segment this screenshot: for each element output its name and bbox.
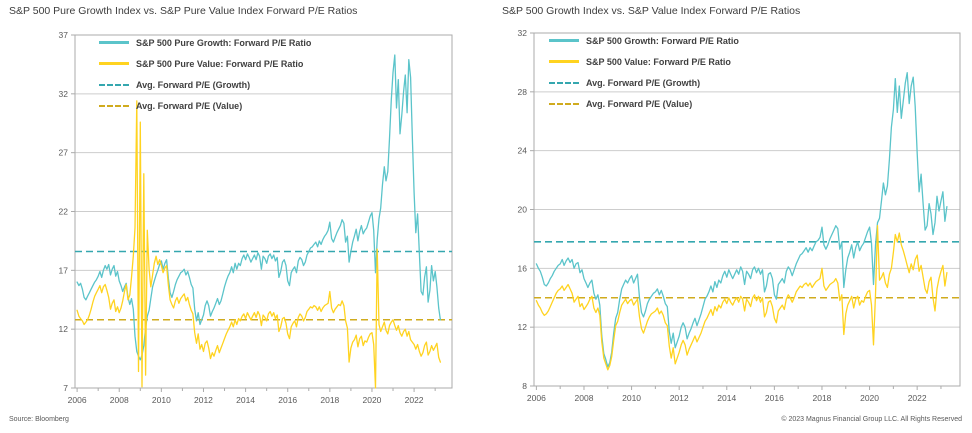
source-note: Source: Bloomberg bbox=[9, 416, 69, 423]
legend-label-pure-value: S&P 500 Pure Value: Forward P/E Ratio bbox=[136, 58, 304, 69]
legend-label-avg-growth: Avg. Forward P/E (Growth) bbox=[136, 79, 251, 90]
x-tick-label: 2012 bbox=[194, 395, 213, 405]
legend-label-growth: S&P 500 Growth: Forward P/E Ratio bbox=[586, 35, 739, 46]
x-tick-label: 2006 bbox=[527, 393, 546, 403]
legend-label-avg-value: Avg. Forward P/E (Value) bbox=[136, 100, 243, 111]
right-chart-plot: 8 12 16 20 24 28 32 2006 2008 2010 2012 2014 2016 201… bbox=[518, 28, 961, 403]
x-tick-label: 2022 bbox=[908, 393, 927, 403]
x-tick-label: 2016 bbox=[278, 395, 297, 405]
x-tick-label: 2022 bbox=[405, 395, 424, 405]
left-chart-plot: 7 12 17 22 27 32 37 2006 2008 2010 2012 2014 2016 201… bbox=[59, 30, 453, 405]
legend-item-pure-value: S&P 500 Pure Value: Forward P/E Ratio bbox=[99, 53, 311, 74]
value-line-sample bbox=[549, 60, 579, 63]
x-tick-label: 2020 bbox=[363, 395, 382, 405]
pure-growth-line-sample bbox=[99, 41, 129, 44]
y-tick-label: 20 bbox=[518, 205, 528, 215]
legend-item-pure-growth: S&P 500 Pure Growth: Forward P/E Ratio bbox=[99, 32, 311, 53]
growth-line-sample bbox=[549, 39, 579, 42]
legend-item-value: S&P 500 Value: Forward P/E Ratio bbox=[549, 51, 739, 72]
series-line bbox=[535, 225, 948, 371]
legend-item-avg-value: Avg. Forward P/E (Value) bbox=[549, 93, 739, 114]
series-line bbox=[76, 54, 442, 361]
y-tick-label: 17 bbox=[59, 265, 69, 275]
y-tick-label: 12 bbox=[518, 322, 528, 332]
y-tick-label: 7 bbox=[63, 383, 68, 393]
y-tick-label: 12 bbox=[59, 324, 69, 334]
y-tick-label: 28 bbox=[518, 87, 528, 97]
y-tick-label: 37 bbox=[59, 30, 69, 40]
avg-value-line-sample bbox=[549, 102, 579, 105]
legend-item-avg-value: Avg. Forward P/E (Value) bbox=[99, 95, 311, 116]
left-chart-panel: S&P 500 Pure Growth Index vs. S&P Pure V… bbox=[9, 5, 453, 423]
legend-label-value: S&P 500 Value: Forward P/E Ratio bbox=[586, 56, 731, 67]
y-tick-label: 16 bbox=[518, 263, 528, 273]
x-tick-label: 2016 bbox=[765, 393, 784, 403]
x-tick-label: 2010 bbox=[152, 395, 171, 405]
avg-value-line-sample bbox=[99, 104, 129, 107]
y-tick-label: 32 bbox=[59, 89, 69, 99]
left-chart-legend: S&P 500 Pure Growth: Forward P/E Ratio S… bbox=[99, 32, 311, 116]
legend-item-avg-growth: Avg. Forward P/E (Growth) bbox=[99, 74, 311, 95]
legend-label-pure-growth: S&P 500 Pure Growth: Forward P/E Ratio bbox=[136, 37, 312, 48]
right-chart-legend: S&P 500 Growth: Forward P/E Ratio S&P 50… bbox=[549, 30, 739, 114]
x-tick-label: 2018 bbox=[813, 393, 832, 403]
x-tick-label: 2008 bbox=[575, 393, 594, 403]
left-chart-title: S&P 500 Pure Growth Index vs. S&P Pure V… bbox=[9, 5, 358, 17]
avg-growth-line-sample bbox=[549, 81, 579, 84]
plot-frame bbox=[74, 34, 453, 389]
y-tick-label: 32 bbox=[518, 28, 528, 38]
avg-growth-line-sample bbox=[99, 83, 129, 86]
x-tick-label: 2014 bbox=[236, 395, 255, 405]
y-tick-label: 8 bbox=[522, 381, 527, 391]
x-tick-label: 2020 bbox=[860, 393, 879, 403]
y-tick-label: 27 bbox=[59, 148, 69, 158]
pure-value-line-sample bbox=[99, 62, 129, 65]
copyright-note: © 2023 Magnus Financial Group LLC. All R… bbox=[781, 416, 962, 423]
x-tick-label: 2012 bbox=[670, 393, 689, 403]
legend-item-avg-growth: Avg. Forward P/E (Growth) bbox=[549, 72, 739, 93]
legend-item-growth: S&P 500 Growth: Forward P/E Ratio bbox=[549, 30, 739, 51]
right-chart-title: S&P 500 Growth Index vs. S&P Value Index… bbox=[502, 5, 801, 17]
series-line bbox=[76, 100, 442, 389]
x-tick-label: 2018 bbox=[320, 395, 339, 405]
right-chart-panel: S&P 500 Growth Index vs. S&P Value Index… bbox=[486, 0, 972, 433]
y-tick-label: 22 bbox=[59, 207, 69, 217]
y-tick-label: 24 bbox=[518, 146, 528, 156]
series-line bbox=[535, 72, 948, 368]
legend-label-avg-value: Avg. Forward P/E (Value) bbox=[586, 98, 693, 109]
legend-label-avg-growth: Avg. Forward P/E (Growth) bbox=[586, 77, 701, 88]
plot-frame bbox=[533, 32, 961, 387]
x-tick-label: 2006 bbox=[68, 395, 87, 405]
x-tick-label: 2010 bbox=[622, 393, 641, 403]
x-tick-label: 2014 bbox=[717, 393, 736, 403]
x-tick-label: 2008 bbox=[110, 395, 129, 405]
